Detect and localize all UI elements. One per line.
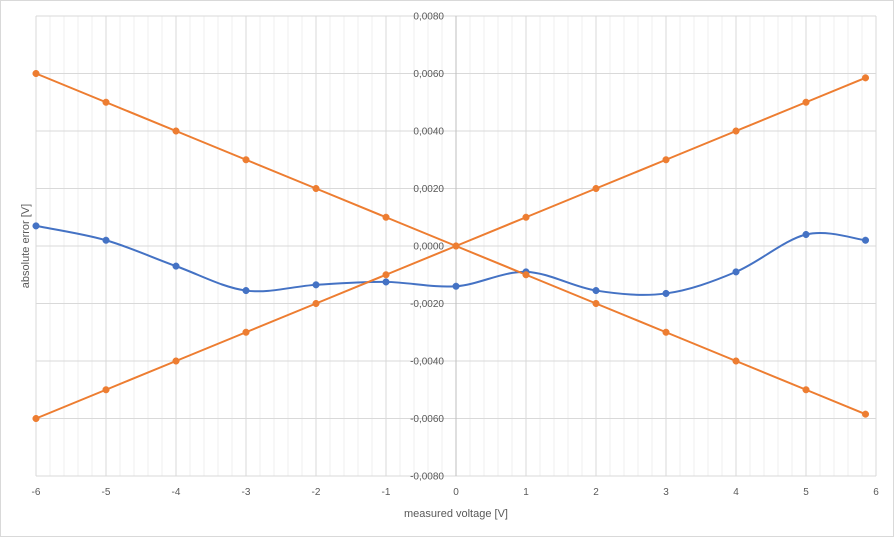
x-tick-label: 6 <box>873 487 879 498</box>
series-2-point <box>802 386 810 394</box>
x-tick-label: -1 <box>382 487 391 498</box>
x-tick-label: -6 <box>32 487 41 498</box>
series-line-2 <box>35 72 866 416</box>
series-3-point <box>32 414 40 423</box>
series-2-point <box>662 328 670 336</box>
series-2-point <box>592 299 600 308</box>
y-tick-label: 0,0080 <box>413 12 444 23</box>
x-tick-label: 2 <box>593 487 599 498</box>
y-axis-title: absolute error [V] <box>20 204 32 288</box>
series-1-point <box>861 236 870 244</box>
series-3-point <box>242 328 250 336</box>
x-tick-label: -2 <box>312 487 321 498</box>
series-2-point <box>172 127 180 135</box>
series-2-point <box>861 410 870 418</box>
series-3-point <box>102 386 110 394</box>
x-tick-label: -3 <box>242 487 251 498</box>
series-1-point <box>32 222 40 230</box>
y-tick-label: 0,0060 <box>413 69 444 80</box>
y-tick-label: -0,0080 <box>410 472 444 483</box>
x-tick-label: 1 <box>523 487 529 498</box>
series-1-point <box>312 281 320 289</box>
y-tick-labels: 0,0080 0,0060 0,0040 0,0020 0,0000 -0,0020 -0,… <box>410 12 444 483</box>
y-tick-label: -0,0060 <box>410 414 444 425</box>
series-3-point <box>312 299 320 308</box>
series-2-point <box>732 357 740 365</box>
series-2-point <box>242 156 250 164</box>
series-1-point <box>242 287 250 295</box>
y-tick-label: -0,0020 <box>410 299 444 310</box>
series-2-point <box>382 213 390 221</box>
x-tick-label: -5 <box>102 487 111 498</box>
series-3-point <box>172 357 180 365</box>
x-tick-label: 4 <box>733 487 739 498</box>
series-line-3 <box>35 76 866 420</box>
series-3-point <box>802 98 810 106</box>
series-1-point <box>102 236 110 244</box>
series-2-point <box>522 271 530 279</box>
x-tick-label: -4 <box>172 487 181 498</box>
series-line-1 <box>35 224 866 296</box>
series-2-point <box>312 184 320 193</box>
series-3-point <box>861 74 870 82</box>
series-3-point <box>662 156 670 164</box>
series-2-point <box>32 69 40 78</box>
series-1-point <box>172 262 180 270</box>
y-tick-label: -0,0040 <box>410 357 444 368</box>
series-3-point <box>732 127 740 135</box>
plot-series <box>32 69 870 423</box>
series-1-point <box>802 230 810 239</box>
series-1-point <box>382 278 390 286</box>
y-tick-label: 0,0000 <box>413 242 444 253</box>
series-3-point <box>382 271 390 279</box>
y-tick-label: 0,0040 <box>413 127 444 138</box>
x-tick-labels: -6 -5 -4 -3 -2 -1 0 1 2 3 4 5 6 <box>32 487 880 498</box>
y-tick-label: 0,0020 <box>413 184 444 195</box>
x-tick-label: 5 <box>803 487 809 498</box>
series-2-point <box>102 98 110 106</box>
series-1-point <box>732 268 740 276</box>
x-tick-label: 0 <box>453 487 459 498</box>
x-axis-title: measured voltage [V] <box>404 508 508 520</box>
series-3-point <box>592 184 600 193</box>
series-1-point <box>452 282 460 290</box>
series-3-point <box>522 213 530 221</box>
series-1-point <box>662 289 670 297</box>
series-3-point <box>452 242 460 250</box>
series-1-point <box>592 287 600 295</box>
x-tick-label: 3 <box>663 487 669 498</box>
